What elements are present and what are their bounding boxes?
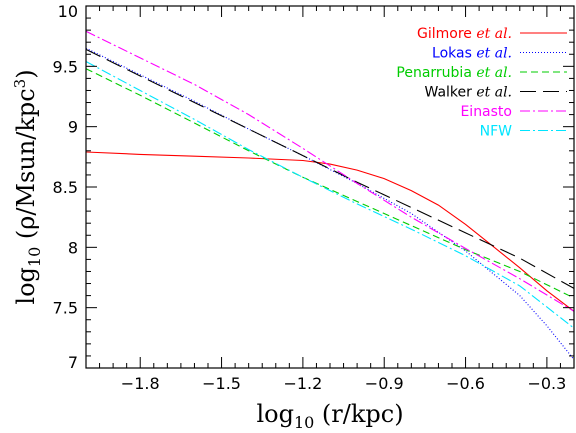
legend-label: Einasto [460, 104, 512, 120]
series-line-0 [86, 151, 574, 312]
y-tick-label: 9.5 [53, 57, 78, 76]
y-tick-label: 10 [58, 2, 78, 21]
series-line-4 [86, 30, 574, 312]
x-tick-label: −0.3 [527, 374, 566, 393]
y-tick-label: 8.5 [53, 178, 78, 197]
legend: Gilmore et al. Lokas et al. Penarrubia et … [396, 26, 567, 140]
ticks-layer: −1.8 −1.5 −1.2 −0.9 −0.6 −0.3 7 7.5 8 8.5 9 9.5 10 [53, 2, 574, 393]
legend-label: Penarrubia et al. [396, 65, 512, 81]
x-axis-title: log10 (r/kpc) [256, 400, 403, 432]
legend-label: NFW [480, 124, 513, 140]
y-tick-label: 8 [68, 238, 78, 257]
legend-label: Walker et al. [425, 85, 513, 101]
x-tick-label: −0.6 [446, 374, 485, 393]
y-axis-title: log10 (ρ/Msun/kpc3) [11, 69, 44, 304]
x-tick-label: −1.5 [202, 374, 241, 393]
y-tick-label: 7 [68, 353, 78, 372]
x-tick-label: −0.9 [365, 374, 404, 393]
y-tick-label: 7.5 [53, 299, 78, 318]
legend-label: Gilmore et al. [417, 26, 512, 42]
series-layer [86, 30, 574, 360]
y-tick-label: 9 [68, 118, 78, 137]
series-line-3 [86, 48, 574, 289]
legend-label: Lokas et al. [432, 46, 512, 62]
x-tick-label: −1.8 [121, 374, 160, 393]
series-line-5 [86, 61, 574, 329]
x-tick-label: −1.2 [283, 374, 322, 393]
series-line-2 [86, 68, 574, 299]
